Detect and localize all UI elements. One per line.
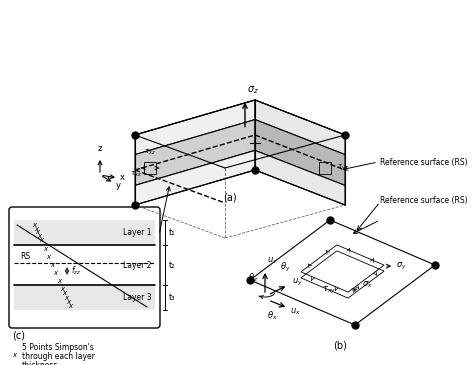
Text: $\sigma_z$: $\sigma_z$ [247,85,259,96]
Text: x: x [36,230,40,235]
Polygon shape [250,220,435,325]
Bar [14,285,155,310]
Text: Layer 1: Layer 1 [124,228,152,237]
Text: $f_{zz}$: $f_{zz}$ [71,265,82,277]
Text: x: x [61,286,65,292]
Text: Reference surface (RS): Reference surface (RS) [380,158,468,166]
Text: Layer 3: Layer 3 [123,293,152,302]
Text: y: y [116,181,121,189]
Text: x: x [43,246,47,252]
Text: (c): (c) [12,330,25,340]
Polygon shape [255,150,345,205]
Text: $\sigma_x$: $\sigma_x$ [362,280,373,291]
Polygon shape [255,120,345,185]
Text: x: x [50,262,54,268]
Text: x: x [34,226,38,232]
Text: x: x [64,295,69,300]
Text: $\theta_x$: $\theta_x$ [267,309,277,322]
Text: x: x [37,233,41,239]
Text: x: x [54,270,58,276]
Bar [319,162,331,174]
Text: x: x [68,303,72,309]
Bar [144,162,156,174]
Text: x: x [66,299,71,305]
Polygon shape [135,120,255,185]
Text: (a): (a) [223,193,237,203]
Text: x: x [120,173,125,182]
Text: 5 Points Simpson's: 5 Points Simpson's [22,343,94,352]
Text: x: x [39,237,43,243]
Polygon shape [135,150,255,205]
Text: $\tau_{xz}$: $\tau_{xz}$ [130,170,142,179]
Text: $u_x$: $u_x$ [290,307,301,317]
Polygon shape [255,100,345,155]
Bar [14,220,155,245]
Text: $\tau_{xy}$: $\tau_{xy}$ [322,284,337,296]
Text: x: x [12,352,16,358]
Text: $\theta_z$: $\theta_z$ [248,271,258,284]
Text: $u_z$: $u_z$ [267,255,277,266]
Text: $\tau_{yz}$: $\tau_{yz}$ [337,163,349,173]
Text: x: x [63,290,67,296]
Text: t₃: t₃ [169,293,175,302]
Text: Reference surface (RS): Reference surface (RS) [380,196,468,204]
Text: $\tau_{xz}$: $\tau_{xz}$ [144,148,156,157]
Text: through each layer: through each layer [22,352,95,361]
Bar [14,245,155,285]
Text: RS: RS [20,252,30,261]
Text: x: x [32,222,36,228]
Polygon shape [135,100,345,168]
Text: $\theta_y$: $\theta_y$ [280,261,291,274]
Text: z: z [98,144,102,153]
FancyBboxPatch shape [9,207,160,328]
Text: (b): (b) [333,340,347,350]
Text: x: x [46,254,51,260]
Text: t₂: t₂ [169,261,175,269]
Polygon shape [135,100,255,155]
Text: $u_y$: $u_y$ [292,276,303,288]
Text: thickness: thickness [22,361,58,365]
Text: t₁: t₁ [169,228,176,237]
Text: Layer 2: Layer 2 [124,261,152,269]
Text: $\sigma_y$: $\sigma_y$ [396,261,407,272]
Text: x: x [57,278,61,284]
